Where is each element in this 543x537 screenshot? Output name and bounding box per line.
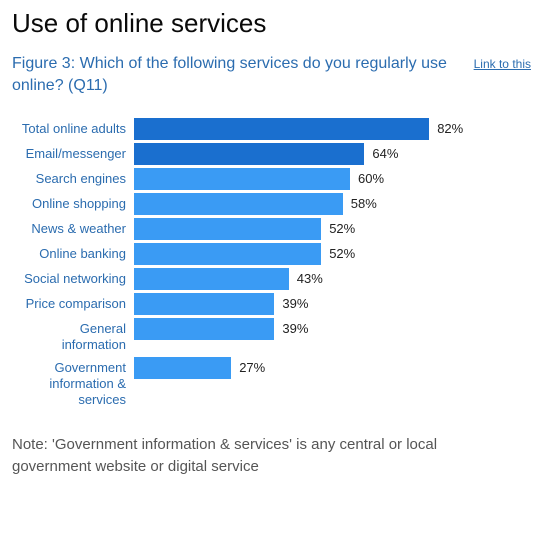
footnote: Note: 'Government information & services…: [12, 434, 531, 478]
bar-label: Online banking: [18, 243, 128, 265]
bar-value: 43%: [297, 268, 323, 286]
bar-label: Social networking: [18, 268, 128, 290]
page-title: Use of online services: [12, 8, 531, 39]
bar-row: 43%: [134, 268, 527, 290]
bar-label: General information: [18, 318, 128, 354]
bar: [134, 268, 289, 290]
bar-value: 58%: [351, 193, 377, 211]
figure-caption: Figure 3: Which of the following service…: [12, 53, 466, 96]
bar-row: 52%: [134, 218, 527, 240]
bar: [134, 243, 321, 265]
bar-row: 60%: [134, 168, 527, 190]
link-to-this[interactable]: Link to this: [474, 54, 531, 71]
bar-value: 64%: [372, 143, 398, 161]
bar-label: Online shopping: [18, 193, 128, 215]
bar: [134, 118, 429, 140]
bar-label: Government information & services: [18, 357, 128, 409]
bar-value: 60%: [358, 168, 384, 186]
bar: [134, 318, 274, 340]
bar-row: 52%: [134, 243, 527, 265]
bar: [134, 293, 274, 315]
bar-value: 82%: [437, 118, 463, 136]
bar-label: Price comparison: [18, 293, 128, 315]
bar-value: 39%: [282, 293, 308, 311]
bar-label: Search engines: [18, 168, 128, 190]
bar-value: 52%: [329, 218, 355, 236]
bar: [134, 143, 364, 165]
figure-caption-row: Figure 3: Which of the following service…: [12, 53, 531, 96]
bar: [134, 168, 350, 190]
bar-label: Email/messenger: [18, 143, 128, 165]
bar: [134, 218, 321, 240]
bar: [134, 193, 343, 215]
bar-label: News & weather: [18, 218, 128, 240]
bar: [134, 357, 231, 379]
bar-row: 39%: [134, 293, 527, 315]
bar-row: 27%: [134, 357, 527, 409]
bar-row: 39%: [134, 318, 527, 354]
bar-value: 52%: [329, 243, 355, 261]
bar-chart: Total online adults 82% Email/messenger 64%…: [12, 118, 531, 408]
bar-row: 82%: [134, 118, 527, 140]
bar-value: 39%: [282, 318, 308, 336]
bar-row: 58%: [134, 193, 527, 215]
bar-label: Total online adults: [18, 118, 128, 140]
bar-value: 27%: [239, 357, 265, 375]
bar-row: 64%: [134, 143, 527, 165]
